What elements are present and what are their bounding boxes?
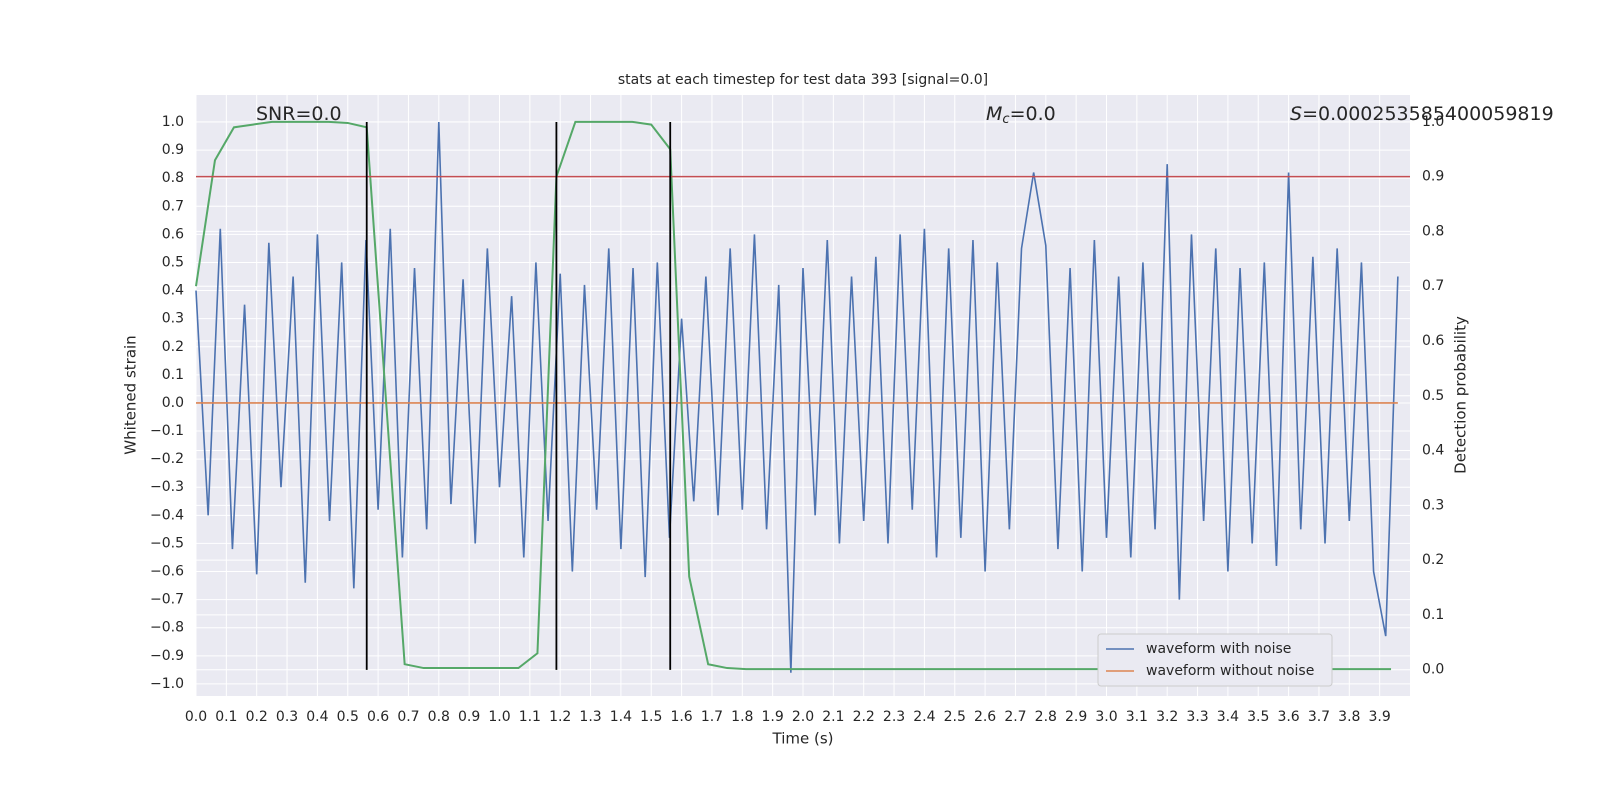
annotation: SNR=0.0 (256, 103, 342, 125)
y-tick-label: 0.4 (162, 283, 184, 299)
x-tick-label: 3.0 (1095, 709, 1117, 725)
x-tick-label: 0.8 (428, 709, 450, 725)
y-axis-label: Whitened strain (122, 335, 140, 454)
y2-tick-label: 0.4 (1422, 443, 1444, 459)
x-tick-label: 2.3 (883, 709, 905, 725)
x-tick-label: 0.9 (458, 709, 480, 725)
y-tick-label: −0.3 (150, 479, 184, 495)
x-tick-label: 2.4 (913, 709, 935, 725)
y2-tick-label: 0.3 (1422, 497, 1444, 513)
x-tick-label: 1.8 (731, 709, 753, 725)
x-tick-label: 0.0 (185, 709, 207, 725)
y2-tick-label: 0.0 (1422, 662, 1444, 678)
y-tick-label: 0.5 (162, 254, 184, 270)
x-tick-label: 3.4 (1217, 709, 1239, 725)
x-tick-label: 3.3 (1186, 709, 1208, 725)
legend-label: waveform with noise (1146, 641, 1291, 657)
x-tick-label: 0.3 (276, 709, 298, 725)
x-tick-label: 0.5 (337, 709, 359, 725)
annotation: S=0.000253585400059819 (1290, 103, 1554, 125)
y-tick-label: −1.0 (150, 676, 184, 692)
x-tick-label: 0.4 (306, 709, 328, 725)
x-axis-label: Time (s) (772, 730, 834, 748)
x-tick-label: 0.1 (215, 709, 237, 725)
y2-axis-label: Detection probability (1452, 316, 1470, 474)
x-tick-label: 1.2 (549, 709, 571, 725)
y-tick-label: 0.6 (162, 226, 184, 242)
annotation-text: SNR=0.0 (256, 103, 342, 125)
annotation-text: =0.0 (1010, 103, 1056, 125)
y-tick-label: 0.2 (162, 339, 184, 355)
annotation-subscript: c (1002, 112, 1009, 127)
x-tick-label: 3.6 (1277, 709, 1299, 725)
x-tick-label: 2.7 (1004, 709, 1026, 725)
legend-label: waveform without noise (1146, 663, 1314, 679)
y-tick-label: −0.7 (150, 592, 184, 608)
x-tick-label: 1.7 (701, 709, 723, 725)
y-tick-label: 0.3 (162, 311, 184, 327)
y2-tick-label: 1.0 (1422, 114, 1444, 130)
y-tick-label: 0.7 (162, 198, 184, 214)
y-tick-label: −0.5 (150, 535, 184, 551)
y2-tick-label: 0.8 (1422, 223, 1444, 239)
y2-tick-label: 0.9 (1422, 169, 1444, 185)
y-tick-label: −0.9 (150, 648, 184, 664)
y-tick-label: −0.1 (150, 423, 184, 439)
grid (195, 95, 1410, 696)
x-tick-label: 1.9 (762, 709, 784, 725)
x-tick-label: 2.9 (1065, 709, 1087, 725)
x-tick-label: 2.0 (792, 709, 814, 725)
y-tick-label: −0.4 (150, 507, 184, 523)
y2-tick-label: 0.6 (1422, 333, 1444, 349)
x-tick-label: 2.2 (853, 709, 875, 725)
x-tick-label: 1.5 (640, 709, 662, 725)
y-tick-label: 0.0 (162, 395, 184, 411)
y-tick-label: −0.2 (150, 451, 184, 467)
y2-tick-label: 0.1 (1422, 607, 1444, 623)
x-tick-label: 0.6 (367, 709, 389, 725)
y-tick-label: −0.8 (150, 620, 184, 636)
x-tick-label: 3.7 (1308, 709, 1330, 725)
y-tick-label: 0.1 (162, 367, 184, 383)
x-tick-label: 2.8 (1035, 709, 1057, 725)
y2-tick-label: 0.2 (1422, 552, 1444, 568)
x-tick-label: 1.1 (519, 709, 541, 725)
x-tick-label: 0.2 (246, 709, 268, 725)
y2-tick-label: 0.7 (1422, 278, 1444, 294)
x-tick-label: 2.6 (974, 709, 996, 725)
y2-tick-label: 0.5 (1422, 388, 1444, 404)
y-tick-label: 0.9 (162, 142, 184, 158)
x-tick-label: 0.7 (397, 709, 419, 725)
y-tick-label: −0.6 (150, 564, 184, 580)
x-tick-label: 3.5 (1247, 709, 1269, 725)
x-tick-label: 2.5 (944, 709, 966, 725)
x-tick-label: 1.3 (579, 709, 601, 725)
annotation-symbol: M (986, 103, 1002, 125)
x-tick-label: 3.1 (1126, 709, 1148, 725)
x-tick-label: 1.6 (670, 709, 692, 725)
annotation: Mc=0.0 (986, 103, 1056, 127)
series-line (195, 121, 1399, 673)
x-tick-label: 1.0 (488, 709, 510, 725)
x-tick-label: 3.2 (1156, 709, 1178, 725)
legend-box (1097, 633, 1333, 687)
x-tick-label: 2.1 (822, 709, 844, 725)
annotation-symbol: S (1290, 103, 1302, 125)
chart-title: stats at each timestep for test data 393… (618, 72, 988, 88)
x-tick-label: 3.8 (1338, 709, 1360, 725)
x-tick-label: 1.4 (610, 709, 632, 725)
x-tick-label: 3.9 (1369, 709, 1391, 725)
y-tick-label: 0.8 (162, 170, 184, 186)
y-tick-label: 1.0 (162, 114, 184, 130)
annotation-text: =0.000253585400059819 (1302, 103, 1554, 125)
